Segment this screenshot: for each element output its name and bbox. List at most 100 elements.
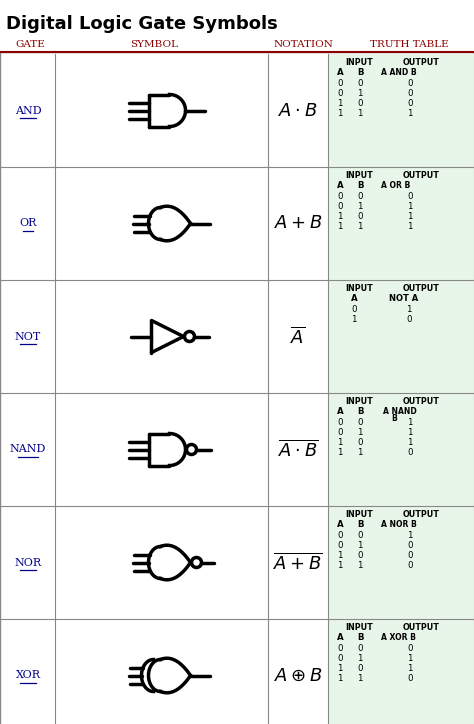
Text: 1: 1 <box>407 109 412 118</box>
Text: 0: 0 <box>357 664 363 673</box>
Text: 0: 0 <box>357 418 363 427</box>
Text: INPUT: INPUT <box>345 510 373 519</box>
Text: $\overline{A + B}$: $\overline{A + B}$ <box>273 552 323 573</box>
Text: OR: OR <box>19 219 36 229</box>
Text: $A \oplus B$: $A \oplus B$ <box>273 667 322 684</box>
Text: 0: 0 <box>357 551 363 560</box>
Text: OUTPUT: OUTPUT <box>403 397 440 406</box>
Text: 1: 1 <box>357 654 363 663</box>
Text: 0: 0 <box>407 448 412 457</box>
Bar <box>328 54 474 167</box>
Text: 0: 0 <box>407 89 412 98</box>
Text: 0: 0 <box>407 79 412 88</box>
Text: 1: 1 <box>357 202 363 211</box>
Text: AND: AND <box>15 106 41 116</box>
Text: INPUT: INPUT <box>345 284 373 293</box>
Text: 0: 0 <box>357 438 363 447</box>
Text: 0: 0 <box>357 192 363 201</box>
Text: 1: 1 <box>357 428 363 437</box>
Bar <box>328 619 474 724</box>
Text: 1: 1 <box>406 305 411 314</box>
Text: A: A <box>337 520 344 529</box>
Text: INPUT: INPUT <box>345 397 373 406</box>
Text: 0: 0 <box>407 644 412 653</box>
Text: $A \cdot B$: $A \cdot B$ <box>278 101 318 119</box>
Text: NOTATION: NOTATION <box>274 40 334 49</box>
Text: A: A <box>337 181 344 190</box>
Text: 1: 1 <box>337 109 343 118</box>
Text: 1: 1 <box>357 561 363 570</box>
Text: A OR B: A OR B <box>381 181 410 190</box>
Text: 1: 1 <box>407 212 412 221</box>
Text: 0: 0 <box>337 418 343 427</box>
Text: 1: 1 <box>407 418 412 427</box>
Text: 1: 1 <box>351 315 356 324</box>
Text: TRUTH TABLE: TRUTH TABLE <box>370 40 448 49</box>
Text: 1: 1 <box>357 222 363 231</box>
Text: B: B <box>357 68 364 77</box>
Bar <box>328 280 474 393</box>
Text: NOR: NOR <box>14 557 42 568</box>
Text: 0: 0 <box>407 99 412 108</box>
Bar <box>328 506 474 619</box>
Text: 0: 0 <box>337 654 343 663</box>
Text: SYMBOL: SYMBOL <box>130 40 178 49</box>
Text: B: B <box>357 181 364 190</box>
Text: 0: 0 <box>357 99 363 108</box>
Text: 0: 0 <box>357 212 363 221</box>
Text: 0: 0 <box>337 202 343 211</box>
Text: 0: 0 <box>406 315 411 324</box>
Text: 0: 0 <box>357 644 363 653</box>
Text: $\overline{A \cdot B}$: $\overline{A \cdot B}$ <box>278 439 318 460</box>
Text: 1: 1 <box>407 222 412 231</box>
Text: 1: 1 <box>337 222 343 231</box>
Text: 1: 1 <box>357 89 363 98</box>
Text: 0: 0 <box>337 541 343 550</box>
Text: 0: 0 <box>407 192 412 201</box>
Text: 0: 0 <box>337 428 343 437</box>
Text: $A + B$: $A + B$ <box>273 214 322 232</box>
Text: A XOR B: A XOR B <box>381 633 416 642</box>
Text: 1: 1 <box>407 654 412 663</box>
Text: 1: 1 <box>337 674 343 683</box>
Text: 0: 0 <box>337 531 343 540</box>
Text: 1: 1 <box>407 664 412 673</box>
Bar <box>328 167 474 280</box>
Text: A: A <box>337 633 344 642</box>
Text: OUTPUT: OUTPUT <box>403 284 440 293</box>
Bar <box>328 393 474 506</box>
Text: OUTPUT: OUTPUT <box>403 623 440 632</box>
Text: B: B <box>357 520 364 529</box>
Text: 1: 1 <box>407 438 412 447</box>
Text: A: A <box>351 294 357 303</box>
Text: 0: 0 <box>357 79 363 88</box>
Text: A: A <box>337 407 344 416</box>
Text: 1: 1 <box>337 99 343 108</box>
Text: 1: 1 <box>357 109 363 118</box>
Text: 1: 1 <box>337 664 343 673</box>
Text: 0: 0 <box>357 531 363 540</box>
Text: A AND B: A AND B <box>381 68 417 77</box>
Text: A NOR B: A NOR B <box>381 520 417 529</box>
Text: 1: 1 <box>407 531 412 540</box>
Text: 0: 0 <box>351 305 356 314</box>
Text: OUTPUT: OUTPUT <box>403 171 440 180</box>
Text: 1: 1 <box>357 674 363 683</box>
Text: NAND: NAND <box>10 445 46 455</box>
Text: 1: 1 <box>337 561 343 570</box>
Text: B: B <box>357 407 364 416</box>
Text: A: A <box>337 68 344 77</box>
Text: OUTPUT: OUTPUT <box>403 510 440 519</box>
Text: INPUT: INPUT <box>345 58 373 67</box>
Text: 0: 0 <box>337 192 343 201</box>
Text: 1: 1 <box>337 448 343 457</box>
Text: 0: 0 <box>407 541 412 550</box>
Text: $\overline{A}$: $\overline{A}$ <box>291 326 306 347</box>
Text: 0: 0 <box>407 674 412 683</box>
Text: XOR: XOR <box>16 670 40 681</box>
Text: 1: 1 <box>357 448 363 457</box>
Text: 0: 0 <box>337 644 343 653</box>
Text: 1: 1 <box>337 212 343 221</box>
Text: NOT A: NOT A <box>389 294 418 303</box>
Text: INPUT: INPUT <box>345 171 373 180</box>
